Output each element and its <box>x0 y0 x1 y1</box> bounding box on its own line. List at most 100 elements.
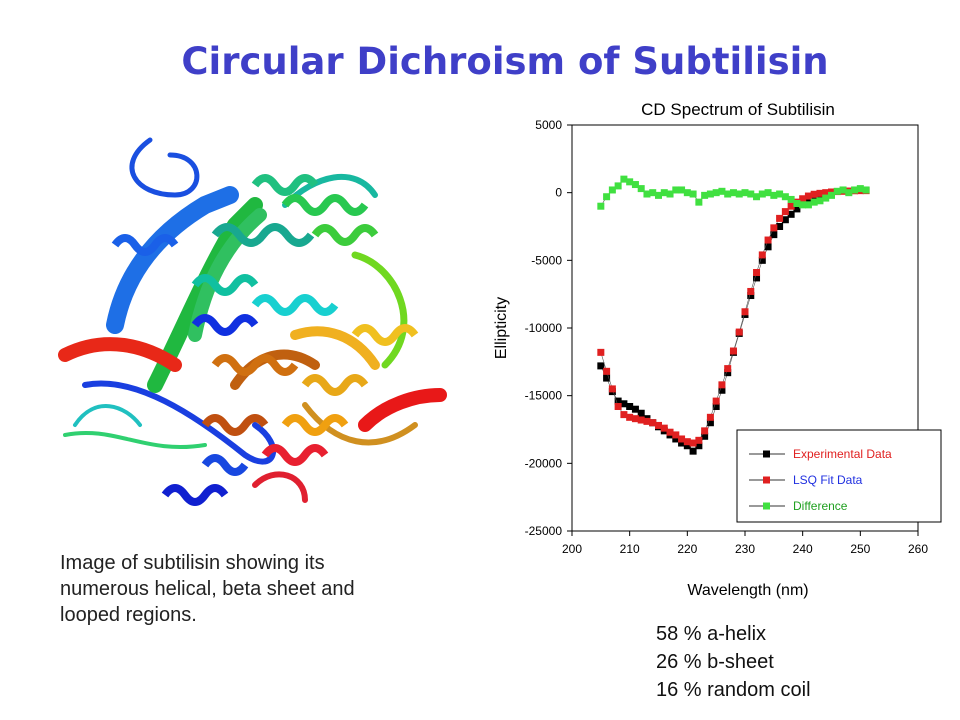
data-point <box>608 385 616 393</box>
data-point <box>776 223 784 230</box>
data-point <box>603 374 611 382</box>
data-point <box>781 216 789 224</box>
data-point <box>678 186 686 194</box>
data-point <box>637 416 645 424</box>
secondary-structure-stats: 58 % a-helix 26 % b-sheet 16 % random co… <box>656 620 811 704</box>
data-point <box>689 447 697 455</box>
data-point <box>729 347 737 355</box>
data-point <box>741 189 749 197</box>
x-tick-label: 210 <box>620 542 640 556</box>
data-point <box>672 431 680 439</box>
data-point <box>683 189 691 197</box>
data-point <box>626 402 634 410</box>
data-point <box>706 190 714 198</box>
data-point <box>631 415 639 423</box>
slide-title: Circular Dichroism of Subtilisin <box>181 40 829 83</box>
data-point <box>643 417 651 425</box>
caption-line: Image of subtilisin showing its <box>60 552 325 574</box>
data-point <box>833 187 841 195</box>
stat-sheet: 26 % b-sheet <box>656 651 774 673</box>
legend-label: Experimental Data <box>793 447 892 461</box>
x-tick-label: 230 <box>735 542 755 556</box>
data-point <box>626 178 634 186</box>
data-point <box>689 439 697 447</box>
data-point <box>758 190 766 198</box>
data-point <box>695 198 703 206</box>
y-tick-label: -5000 <box>531 253 562 267</box>
data-point <box>706 413 714 421</box>
data-point <box>781 208 789 216</box>
data-point <box>620 175 628 183</box>
series-difference <box>597 175 870 210</box>
data-point <box>597 362 605 370</box>
data-point <box>712 397 720 405</box>
data-point <box>637 185 645 193</box>
y-tick-label: -15000 <box>525 389 563 403</box>
legend-marker <box>763 502 770 510</box>
data-point <box>804 201 812 209</box>
data-point <box>660 424 668 432</box>
data-point <box>724 369 732 377</box>
data-point <box>706 419 714 427</box>
legend-box <box>736 429 942 523</box>
data-point <box>747 292 755 300</box>
data-point <box>712 189 720 197</box>
data-point <box>787 210 795 218</box>
data-point <box>695 442 703 450</box>
data-point <box>810 198 818 206</box>
data-point <box>747 287 755 295</box>
data-point <box>689 190 697 198</box>
data-point <box>718 187 726 195</box>
data-point <box>718 381 726 389</box>
cd-spectrum-chart: CD Spectrum of Subtilisin 200 210 220 230 24… <box>488 95 948 605</box>
data-point <box>816 189 824 197</box>
data-point <box>816 197 824 205</box>
data-point <box>614 397 622 405</box>
data-point <box>862 186 870 194</box>
data-point <box>666 190 674 198</box>
data-point <box>770 231 778 239</box>
data-point <box>799 201 807 209</box>
data-point <box>655 421 662 429</box>
data-point <box>804 192 812 200</box>
data-point <box>626 413 634 421</box>
data-point <box>764 243 772 251</box>
legend-marker <box>763 476 770 484</box>
data-point <box>655 191 662 199</box>
data-point <box>695 436 703 444</box>
data-point <box>764 189 772 197</box>
data-point <box>643 190 651 198</box>
data-point <box>683 442 691 450</box>
protein-ribbon-image <box>55 125 450 525</box>
data-point <box>793 199 801 207</box>
data-point <box>603 367 611 375</box>
data-point <box>597 348 605 356</box>
y-axis-label: Ellipticity <box>493 297 510 359</box>
data-point <box>787 202 795 210</box>
data-point <box>851 186 859 194</box>
data-point <box>810 190 818 198</box>
data-point <box>729 189 737 197</box>
x-axis-label: Wavelength (nm) <box>687 582 808 599</box>
data-point <box>678 435 686 443</box>
data-point <box>787 195 795 203</box>
data-point <box>660 189 668 197</box>
data-point <box>620 400 628 408</box>
data-point <box>753 269 761 277</box>
x-tick-label: 220 <box>677 542 697 556</box>
data-point <box>735 190 743 198</box>
data-point <box>753 193 761 201</box>
data-point <box>776 190 784 198</box>
data-point <box>793 205 801 213</box>
data-point <box>683 438 691 446</box>
data-point <box>822 194 830 202</box>
data-point <box>753 274 761 282</box>
data-point <box>735 328 743 336</box>
data-point <box>758 251 766 259</box>
data-point <box>678 439 686 447</box>
y-tick-label: -10000 <box>525 321 563 335</box>
caption-line: numerous helical, beta sheet and <box>60 578 355 600</box>
data-point <box>614 402 622 410</box>
stat-coil: 16 % random coil <box>656 679 811 701</box>
data-point <box>776 214 784 222</box>
